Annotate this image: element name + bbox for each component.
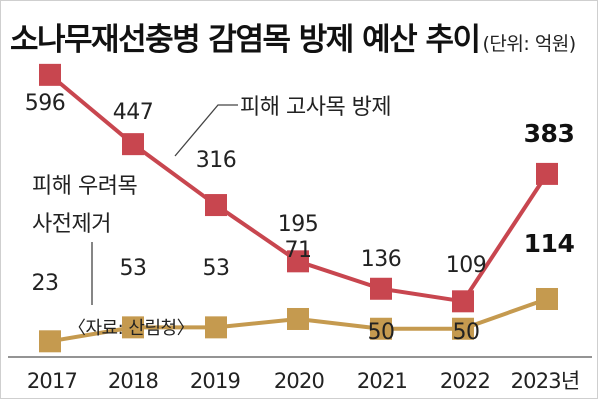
chart-title: 소나무재선충병 감염목 방제 예산 추이 — [10, 22, 481, 58]
series-marker-0 — [205, 194, 227, 217]
series-marker-1 — [39, 330, 61, 353]
x-tick-label: 2017 — [27, 369, 77, 393]
data-label: 136 — [361, 247, 402, 272]
x-tick-label: 2018 — [108, 369, 158, 393]
data-label: 114 — [524, 229, 575, 258]
data-label: 53 — [203, 256, 230, 281]
series-marker-0 — [39, 63, 61, 86]
series-name-label: 피해 우려목 — [32, 174, 137, 199]
data-label: 447 — [113, 100, 154, 125]
data-label: 53 — [120, 256, 147, 281]
data-label: 596 — [25, 91, 66, 116]
data-label: 316 — [196, 148, 237, 173]
x-tick-label: 2019 — [190, 369, 240, 393]
series-marker-0 — [536, 162, 558, 185]
x-tick-label: 2021 — [357, 369, 407, 393]
series-marker-0 — [122, 133, 144, 156]
series-marker-0 — [370, 277, 392, 300]
data-label: 383 — [524, 119, 575, 148]
series-marker-1 — [287, 307, 309, 330]
data-label: 195 — [278, 212, 319, 237]
series-marker-1 — [205, 316, 227, 339]
series-marker-1 — [536, 287, 558, 310]
x-tick-label: 2022 — [440, 369, 490, 393]
series-name-label: 사전제거 — [32, 212, 111, 237]
series-name-leader — [174, 104, 238, 157]
source-note: 〈자료: 산림청〉 — [68, 318, 194, 339]
data-label: 50 — [453, 320, 480, 345]
series-marker-1 — [122, 316, 144, 339]
series-name-label: 피해 고사목 방제 — [240, 95, 391, 120]
data-label: 109 — [446, 253, 487, 278]
x-tick-label: 2020 — [274, 369, 324, 393]
series-marker-0 — [452, 290, 474, 313]
x-tick-label: 2023년 — [511, 369, 580, 393]
series-marker-0 — [287, 250, 309, 273]
data-label: 23 — [32, 271, 59, 296]
data-label: 71 — [285, 238, 312, 263]
unit-label: (단위: 억원) — [482, 33, 577, 55]
series-marker-1 — [370, 317, 392, 340]
title-row: 소나무재선충병 감염목 방제 예산 추이 (단위: 억원) — [10, 14, 576, 59]
series-marker-1 — [452, 317, 474, 340]
data-label: 50 — [368, 320, 395, 345]
